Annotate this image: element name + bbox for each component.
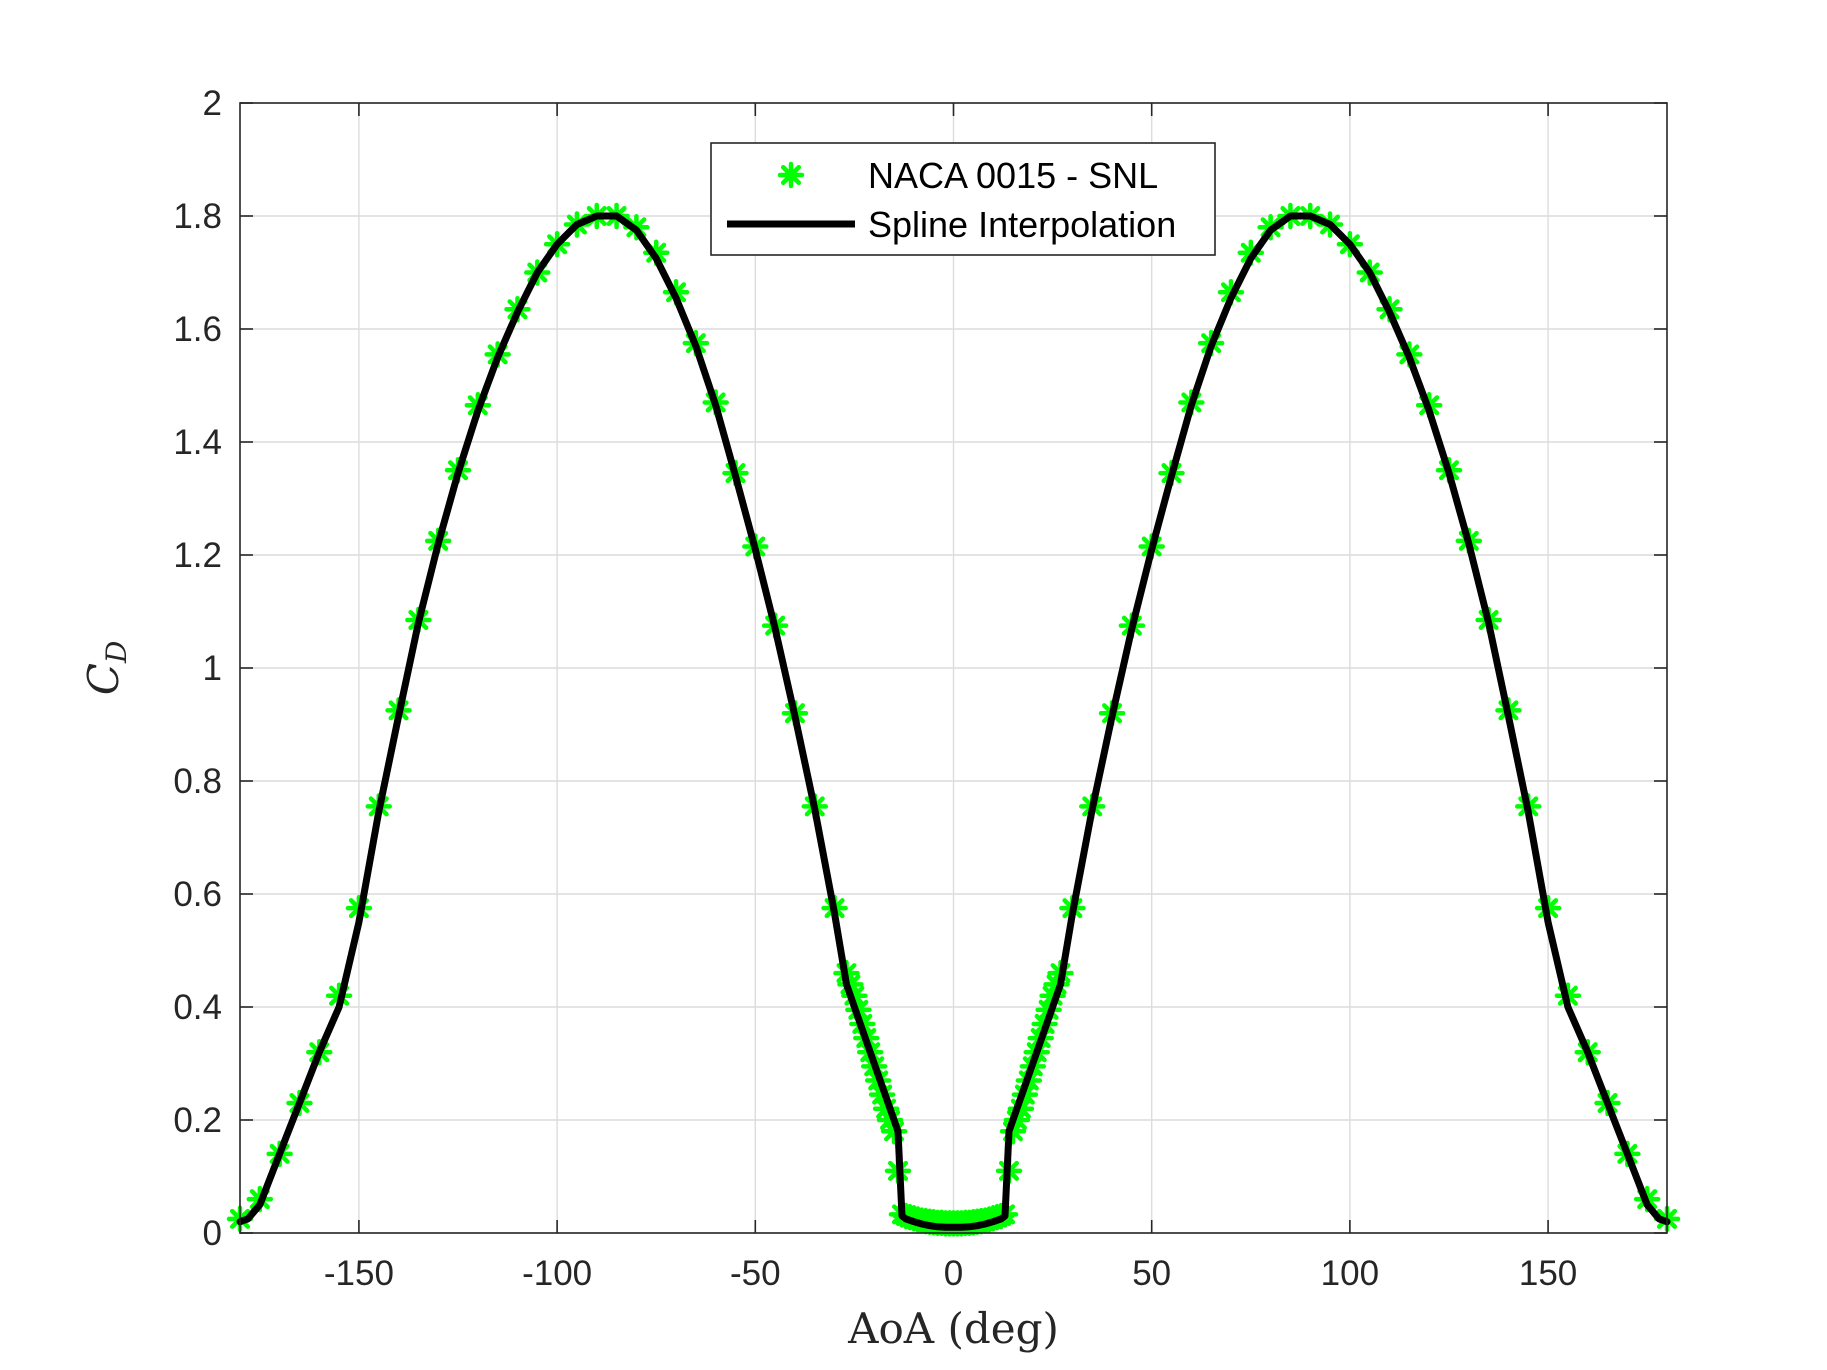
y-tick-label: 1.6 xyxy=(173,310,222,349)
legend-marker-glyph xyxy=(777,161,805,189)
x-axis-label: AoA (deg) xyxy=(847,1304,1059,1353)
y-tick-label: 0.2 xyxy=(173,1101,222,1140)
x-tick-label: -150 xyxy=(324,1254,394,1293)
legend: NACA 0015 - SNL Spline Interpolation xyxy=(710,142,1216,256)
y-tick-label: 1.8 xyxy=(173,197,222,236)
x-tick-label: 0 xyxy=(944,1254,963,1293)
legend-label-spline: Spline Interpolation xyxy=(868,204,1176,245)
y-tick-label: 1.2 xyxy=(173,536,222,575)
y-tick-label: 0.8 xyxy=(173,762,222,801)
axes-box xyxy=(239,102,1668,1234)
y-tick-label: 0.6 xyxy=(173,875,222,914)
x-tick-label: 150 xyxy=(1519,1254,1577,1293)
x-tick-label: -100 xyxy=(522,1254,592,1293)
legend-box xyxy=(710,142,1216,256)
x-tick-label: -50 xyxy=(730,1254,781,1293)
y-tick-label: 2 xyxy=(203,84,222,123)
tick-labels: -150 -100 -50 0 50 100 150 0 0.2 0.4 0.6 0.8 1 1.2 1.4… xyxy=(173,84,1577,1293)
y-tick-label: 1 xyxy=(203,649,222,688)
x-tick-label: 50 xyxy=(1132,1254,1171,1293)
y-tick-label: 0.4 xyxy=(173,988,222,1027)
data xyxy=(226,202,1681,1237)
y-axis-label-base: C xyxy=(79,663,128,695)
y-tick-label: 1.4 xyxy=(173,423,222,462)
series-spline-interpolation xyxy=(236,212,1671,1231)
legend-label-naca: NACA 0015 - SNL xyxy=(868,155,1158,196)
y-tick-label: 0 xyxy=(203,1214,222,1253)
y-axis-label: CD xyxy=(79,641,133,696)
x-tick-label: 100 xyxy=(1321,1254,1379,1293)
legend-marker-naca xyxy=(777,161,805,189)
y-axis-label-subscript: D xyxy=(100,641,133,664)
